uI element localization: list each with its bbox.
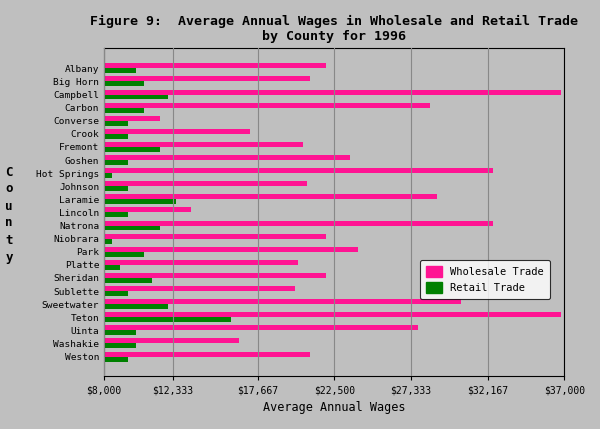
Bar — [104, 82, 144, 86]
Bar — [104, 325, 418, 330]
Bar — [104, 181, 307, 186]
Bar — [104, 338, 239, 344]
Bar — [104, 265, 120, 270]
Bar — [104, 160, 128, 165]
Bar — [104, 212, 128, 218]
Bar — [104, 317, 231, 322]
Bar — [104, 312, 561, 317]
Bar — [104, 221, 493, 226]
Bar — [104, 286, 295, 291]
Bar — [104, 226, 160, 230]
Bar — [104, 356, 128, 362]
Bar — [104, 273, 326, 278]
Bar — [104, 121, 128, 126]
Bar — [104, 142, 302, 147]
Legend: Wholesale Trade, Retail Trade: Wholesale Trade, Retail Trade — [420, 260, 550, 299]
Bar — [104, 194, 437, 199]
Bar — [104, 108, 144, 112]
Bar — [104, 239, 112, 244]
Bar — [104, 116, 160, 121]
Bar — [104, 129, 250, 134]
Bar — [104, 278, 152, 283]
Bar — [104, 147, 160, 152]
Bar — [104, 344, 136, 348]
Bar — [104, 186, 128, 191]
Bar — [104, 351, 310, 356]
Bar — [104, 76, 310, 82]
Bar — [104, 94, 167, 100]
Bar — [104, 173, 112, 178]
Bar — [104, 234, 326, 239]
Bar — [104, 291, 128, 296]
Bar — [104, 90, 561, 94]
Bar — [104, 155, 350, 160]
Bar — [104, 260, 298, 265]
Bar — [104, 208, 191, 212]
Bar — [104, 63, 326, 68]
Bar — [104, 330, 136, 335]
Bar — [104, 252, 144, 257]
Bar — [104, 134, 128, 139]
Title: Figure 9:  Average Annual Wages in Wholesale and Retail Trade
by County for 1996: Figure 9: Average Annual Wages in Wholes… — [90, 15, 578, 43]
Bar — [104, 68, 136, 73]
Bar — [104, 168, 493, 173]
Bar — [104, 103, 430, 108]
Bar — [104, 299, 461, 304]
Bar — [104, 199, 176, 204]
Bar — [104, 247, 358, 252]
Text: C
o
u
n
t
y: C o u n t y — [5, 166, 13, 263]
X-axis label: Average Annual Wages: Average Annual Wages — [263, 401, 406, 414]
Bar — [104, 304, 167, 309]
